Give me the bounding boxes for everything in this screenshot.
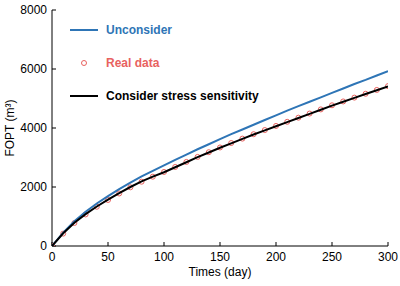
x-axis-label: Times (day) [189, 265, 252, 279]
x-tick-label: 150 [210, 250, 230, 264]
x-tick [332, 242, 333, 246]
y-tick-label: 6000 [20, 62, 47, 76]
x-tick-label: 100 [154, 250, 174, 264]
y-tick-label: 4000 [20, 121, 47, 135]
data-line [52, 71, 388, 246]
x-tick [108, 242, 109, 246]
x-tick-label: 200 [266, 250, 286, 264]
y-tick-label: 8000 [20, 3, 47, 17]
data-line [52, 86, 388, 246]
chart: 0 50 100 150 200 250 300 0 2000 4000 6000 8000 Times… [0, 0, 400, 286]
legend-symbol [82, 61, 87, 66]
x-tick [276, 242, 277, 246]
x-tick [388, 242, 389, 246]
legend-label: Consider stress sensitivity [106, 89, 259, 103]
y-tick-label: 0 [40, 239, 47, 253]
legend-symbol [70, 95, 98, 97]
x-tick-label: 50 [101, 250, 115, 264]
legend-symbol [70, 29, 98, 31]
y-tick [52, 69, 56, 70]
y-tick [52, 128, 56, 129]
y-axis-label: FOPT (m³) [3, 99, 17, 156]
x-tick-label: 0 [49, 250, 56, 264]
plot-area [52, 71, 388, 246]
x-tick [164, 242, 165, 246]
legend-label: Real data [106, 56, 160, 70]
x-tick [220, 242, 221, 246]
y-tick [52, 10, 56, 11]
x-tick-label: 300 [378, 250, 398, 264]
x-tick-label: 250 [322, 250, 342, 264]
legend-label: Unconsider [106, 23, 172, 37]
y-tick [52, 187, 56, 188]
y-tick-label: 2000 [20, 180, 47, 194]
